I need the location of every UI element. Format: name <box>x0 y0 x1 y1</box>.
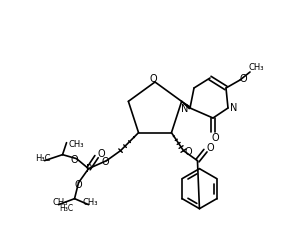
Text: O: O <box>75 180 82 190</box>
Text: H₃C: H₃C <box>59 204 74 213</box>
Text: H₃C: H₃C <box>35 154 50 163</box>
Text: O: O <box>184 147 192 157</box>
Text: N: N <box>181 104 189 114</box>
Text: O: O <box>98 149 105 159</box>
Text: O: O <box>207 143 214 153</box>
Text: CH₃: CH₃ <box>69 140 84 149</box>
Text: O: O <box>149 74 157 84</box>
Polygon shape <box>182 101 191 109</box>
Text: P: P <box>86 164 92 174</box>
Text: CH₃: CH₃ <box>83 198 98 207</box>
Text: CH₃: CH₃ <box>248 64 264 72</box>
Text: O: O <box>71 155 78 165</box>
Text: O: O <box>102 157 109 167</box>
Text: N: N <box>230 103 238 113</box>
Text: CH₃: CH₃ <box>53 198 68 207</box>
Text: O: O <box>211 133 219 143</box>
Text: O: O <box>239 74 247 84</box>
